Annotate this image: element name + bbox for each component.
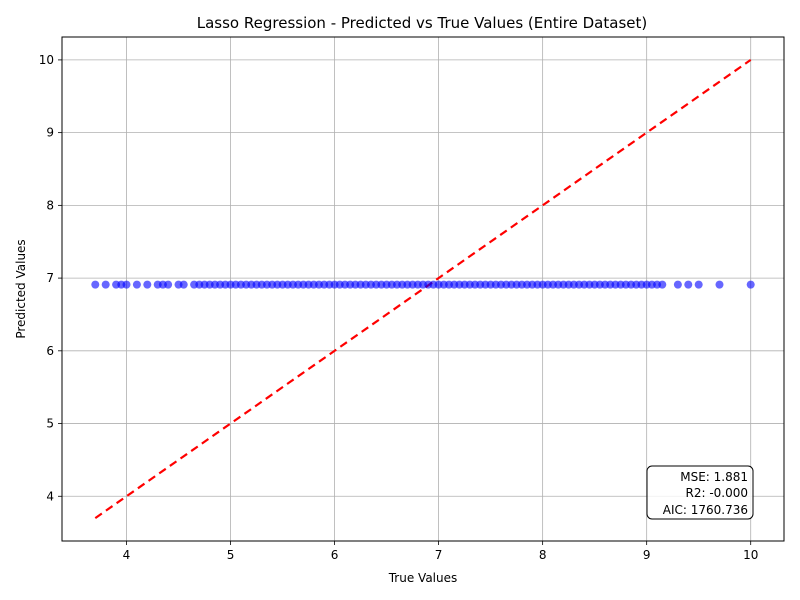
data-point	[179, 280, 188, 289]
stats-box: MSE: 1.881 R2: -0.000 AIC: 1760.736	[646, 465, 754, 520]
data-point	[715, 280, 724, 289]
y-tick-label: 10	[39, 53, 54, 67]
data-point	[746, 280, 755, 289]
stats-box-frame	[646, 465, 754, 520]
x-tick-label: 7	[435, 548, 443, 562]
data-point	[132, 280, 141, 289]
y-tick-label: 7	[46, 271, 54, 285]
y-tick-label: 8	[46, 198, 54, 212]
x-tick-label: 5	[227, 548, 235, 562]
stats-r2: R2: -0.000	[685, 486, 748, 500]
x-tick-label: 6	[331, 548, 339, 562]
y-tick-label: 9	[46, 126, 54, 140]
y-axis-label: Predicted Values	[14, 239, 28, 338]
reference-line	[94, 59, 752, 519]
y-tick-label: 4	[46, 489, 54, 503]
x-tick-label: 10	[743, 548, 758, 562]
y-tick-label: 5	[46, 417, 54, 431]
x-tick-label: 9	[643, 548, 651, 562]
x-tick-label: 4	[123, 548, 131, 562]
x-axis-label: True Values	[388, 571, 458, 585]
x-tick-label: 8	[539, 548, 547, 562]
data-point	[673, 280, 682, 289]
data-point	[91, 280, 100, 289]
data-point	[143, 280, 152, 289]
plot-frame	[61, 36, 785, 542]
data-point	[658, 280, 667, 289]
reference-line-group	[94, 59, 752, 519]
grid-lines	[62, 37, 784, 541]
data-point	[101, 280, 110, 289]
stats-aic: AIC: 1760.736	[663, 503, 748, 517]
data-point	[164, 280, 173, 289]
data-point	[122, 280, 131, 289]
data-points	[91, 280, 755, 289]
stats-mse: MSE: 1.881	[680, 470, 748, 484]
chart-title: Lasso Regression - Predicted vs True Val…	[197, 14, 647, 32]
y-tick-label: 6	[46, 344, 54, 358]
axis-ticks: 4 5 6 7 8 9 10 4 5 6 7 8 9 10	[39, 53, 759, 562]
data-point	[684, 280, 693, 289]
data-point	[694, 280, 703, 289]
